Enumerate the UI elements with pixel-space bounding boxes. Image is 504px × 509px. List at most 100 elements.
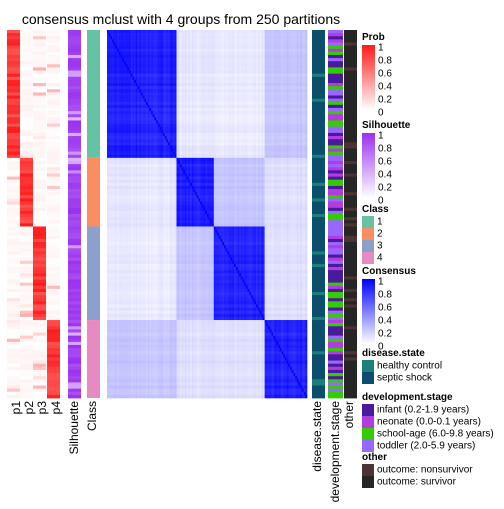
consensus-cell bbox=[147, 45, 150, 50]
prob-cell bbox=[20, 285, 33, 290]
prob-cell bbox=[20, 154, 33, 159]
consensus-cell bbox=[125, 33, 128, 37]
consensus-cell bbox=[276, 89, 279, 93]
consensus-cell bbox=[191, 42, 194, 46]
consensus-cell bbox=[191, 101, 194, 106]
consensus-cell bbox=[154, 61, 157, 65]
consensus-cell bbox=[305, 70, 308, 74]
consensus-cell bbox=[117, 54, 120, 59]
consensus-cell bbox=[183, 67, 186, 71]
consensus-cell bbox=[256, 67, 259, 71]
consensus-cell bbox=[278, 36, 281, 40]
consensus-cell bbox=[144, 86, 147, 90]
consensus-cell bbox=[213, 73, 216, 78]
consensus-cell bbox=[301, 79, 304, 84]
consensus-cell bbox=[229, 83, 232, 87]
consensus-cell bbox=[129, 39, 132, 43]
consensus-cell bbox=[286, 45, 289, 50]
consensus-cell bbox=[127, 73, 130, 78]
consensus-cell bbox=[271, 39, 274, 43]
consensus-cell bbox=[232, 61, 235, 65]
consensus-cell bbox=[217, 89, 220, 93]
consensus-cell bbox=[284, 95, 287, 99]
consensus-cell bbox=[161, 51, 164, 56]
consensus-cell bbox=[247, 39, 250, 43]
consensus-cell bbox=[271, 61, 274, 65]
consensus-cell bbox=[132, 98, 135, 103]
consensus-cell bbox=[134, 61, 137, 65]
consensus-cell bbox=[232, 54, 235, 59]
consensus-cell bbox=[227, 79, 230, 84]
consensus-cell bbox=[108, 70, 111, 74]
consensus-cell bbox=[245, 42, 248, 46]
consensus-cell bbox=[210, 51, 213, 56]
consensus-cell bbox=[115, 61, 118, 65]
prob-cell bbox=[47, 42, 60, 46]
consensus-cell bbox=[247, 70, 250, 74]
consensus-cell bbox=[257, 30, 260, 34]
consensus-cell bbox=[286, 33, 289, 37]
consensus-cell bbox=[207, 58, 209, 62]
consensus-cell bbox=[159, 36, 162, 40]
consensus-cell bbox=[225, 89, 228, 93]
consensus-cell bbox=[283, 64, 286, 68]
consensus-cell bbox=[107, 98, 109, 103]
consensus-cell bbox=[261, 76, 264, 81]
prob-cell bbox=[33, 73, 46, 78]
prob-cell bbox=[20, 295, 33, 299]
consensus-cell bbox=[113, 83, 116, 87]
consensus-cell bbox=[259, 30, 262, 34]
consensus-cell bbox=[162, 79, 165, 84]
consensus-cell bbox=[142, 76, 145, 81]
consensus-cell bbox=[266, 45, 269, 50]
silhouette-cell bbox=[68, 123, 81, 128]
consensus-cell bbox=[276, 30, 279, 34]
consensus-cell bbox=[178, 98, 181, 103]
prob-cell bbox=[20, 126, 33, 131]
consensus-cell bbox=[223, 92, 226, 96]
consensus-cell bbox=[161, 83, 164, 87]
consensus-cell bbox=[291, 42, 294, 46]
consensus-cell bbox=[205, 58, 208, 62]
consensus-cell bbox=[220, 67, 223, 71]
prob-cell bbox=[7, 385, 20, 390]
consensus-cell bbox=[276, 33, 279, 37]
consensus-cell bbox=[222, 79, 225, 84]
consensus-cell bbox=[254, 89, 257, 93]
consensus-cell bbox=[227, 73, 230, 78]
consensus-cell bbox=[144, 98, 147, 103]
consensus-cell bbox=[261, 48, 264, 53]
consensus-cell bbox=[301, 70, 304, 74]
consensus-cell bbox=[244, 58, 247, 62]
consensus-cell bbox=[164, 36, 167, 40]
consensus-cell bbox=[183, 30, 186, 34]
consensus-cell bbox=[120, 86, 123, 90]
consensus-cell bbox=[108, 92, 111, 96]
consensus-cell bbox=[157, 51, 160, 56]
prob-cell bbox=[33, 70, 46, 75]
consensus-cell bbox=[127, 30, 130, 34]
consensus-cell bbox=[125, 95, 128, 99]
class-3-block bbox=[87, 226, 100, 321]
consensus-cell bbox=[112, 92, 115, 96]
prob-cell bbox=[47, 295, 60, 299]
consensus-cell bbox=[156, 33, 159, 37]
consensus-cell bbox=[257, 76, 260, 81]
consensus-cell bbox=[174, 86, 177, 90]
consensus-cell bbox=[251, 39, 254, 43]
consensus-cell bbox=[279, 39, 282, 43]
consensus-cell bbox=[283, 95, 286, 99]
class-4-block bbox=[87, 320, 100, 398]
consensus-cell bbox=[188, 61, 191, 65]
prob-cell bbox=[33, 195, 46, 199]
prob-cell bbox=[7, 192, 20, 196]
consensus-cell bbox=[276, 86, 279, 90]
consensus-matrix bbox=[107, 30, 308, 399]
consensus-cell bbox=[179, 86, 182, 90]
consensus-cell bbox=[208, 89, 211, 93]
consensus-cell bbox=[218, 67, 221, 71]
consensus-cell bbox=[137, 76, 140, 81]
consensus-cell bbox=[283, 67, 286, 71]
consensus-cell bbox=[268, 67, 271, 71]
consensus-cell bbox=[139, 48, 142, 53]
